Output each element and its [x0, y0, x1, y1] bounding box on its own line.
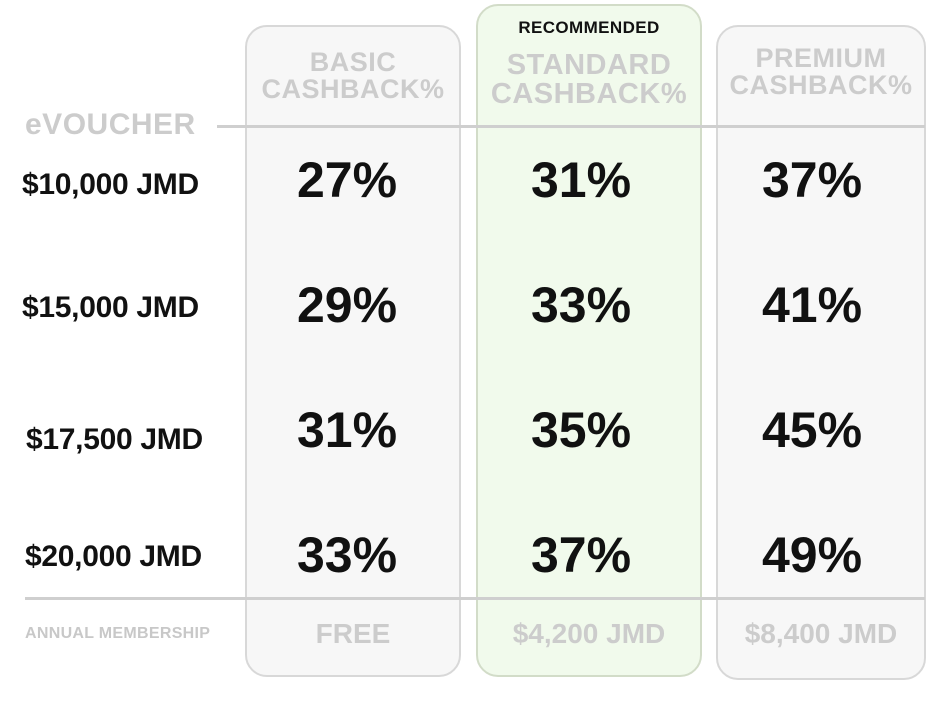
plan-title-line2: CASHBACK% [261, 74, 445, 104]
cashback-value-standard: 31% [531, 152, 632, 208]
cashback-value-premium: 45% [762, 402, 863, 458]
cashback-value-standard: 33% [531, 277, 632, 333]
plan-column-premium[interactable]: PREMIUM CASHBACK% [716, 25, 926, 680]
voucher-row-label: $17,500 JMD [26, 423, 203, 456]
membership-price-basic: FREE [315, 618, 391, 649]
cashback-value-basic: 29% [297, 277, 398, 333]
cashback-value-basic: 31% [297, 402, 398, 458]
plan-title-premium: PREMIUM CASHBACK% [718, 45, 924, 99]
cashback-value-basic: 27% [297, 152, 398, 208]
plan-title-basic: BASIC CASHBACK% [247, 49, 459, 103]
plan-column-standard[interactable]: RECOMMENDED STANDARD CASHBACK% [476, 4, 702, 677]
cashback-value-standard: 37% [531, 527, 632, 583]
cashback-value-standard: 35% [531, 402, 632, 458]
cashback-value-premium: 49% [762, 527, 863, 583]
plan-title-line2: CASHBACK% [490, 78, 688, 110]
cashback-value-premium: 41% [762, 277, 863, 333]
plan-title-line1: PREMIUM [755, 43, 887, 73]
cashback-value-premium: 37% [762, 152, 863, 208]
membership-price-premium: $8,400 JMD [744, 618, 898, 649]
plan-title-standard: STANDARD CASHBACK% [478, 51, 700, 109]
voucher-row-label: $20,000 JMD [25, 540, 202, 573]
plan-column-basic[interactable]: BASIC CASHBACK% [245, 25, 461, 677]
evoucher-header: eVOUCHER [25, 108, 196, 141]
cashback-value-basic: 33% [297, 527, 398, 583]
membership-price-standard: $4,200 JMD [512, 618, 666, 649]
footer-divider [25, 597, 925, 600]
plan-title-line1: BASIC [309, 47, 397, 77]
annual-membership-label: ANNUAL MEMBERSHIP [25, 625, 211, 642]
header-divider [217, 125, 925, 128]
voucher-row-label: $10,000 JMD [22, 168, 199, 201]
plan-title-line1: STANDARD [506, 49, 672, 81]
voucher-row-label: $15,000 JMD [22, 291, 199, 324]
plan-title-line2: CASHBACK% [729, 70, 913, 100]
recommended-badge: RECOMMENDED [518, 18, 660, 37]
